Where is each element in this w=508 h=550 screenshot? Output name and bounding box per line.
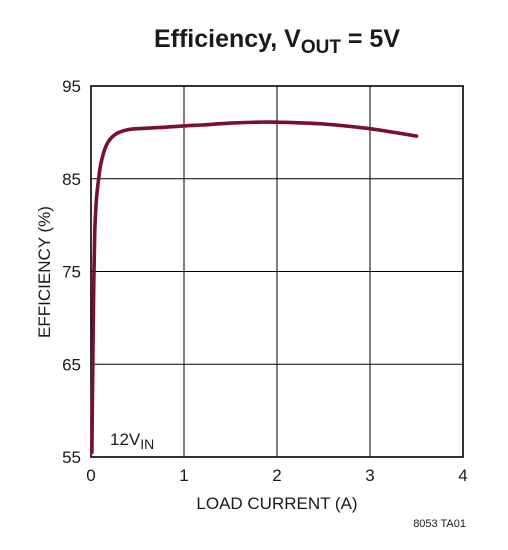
- grid-lines: [91, 86, 463, 457]
- y-tick-label: 85: [62, 170, 81, 189]
- chart-title-main: Efficiency, V: [154, 25, 301, 53]
- series-annotation-subscript: IN: [140, 436, 154, 452]
- tick-labels: 0 1 2 3 4 55 65 75 85 95: [62, 77, 468, 485]
- x-tick-label: 2: [272, 466, 281, 485]
- chart-title-subscript: OUT: [301, 37, 342, 58]
- plot-frame: [90, 85, 464, 458]
- series-annotation: 12VIN: [110, 430, 154, 452]
- x-tick-label: 1: [179, 466, 188, 485]
- chart-title: Efficiency, VOUT = 5V: [154, 25, 400, 58]
- series-annotation-main: 12V: [110, 430, 141, 449]
- y-tick-label: 65: [62, 355, 81, 374]
- x-axis-label: LOAD CURRENT (A): [196, 494, 357, 513]
- efficiency-series-line: [90, 120, 419, 455]
- y-tick-label: 75: [62, 263, 81, 282]
- y-tick-label: 95: [62, 77, 81, 96]
- figure-reference: 8053 TA01: [413, 518, 466, 530]
- x-tick-label: 3: [365, 466, 374, 485]
- y-axis-label: EFFICIENCY (%): [35, 206, 54, 338]
- chart-title-tail: = 5V: [341, 25, 400, 53]
- y-tick-label: 55: [62, 448, 81, 467]
- series-layer: [90, 120, 419, 455]
- x-tick-label: 0: [86, 466, 95, 485]
- x-tick-label: 4: [458, 466, 467, 485]
